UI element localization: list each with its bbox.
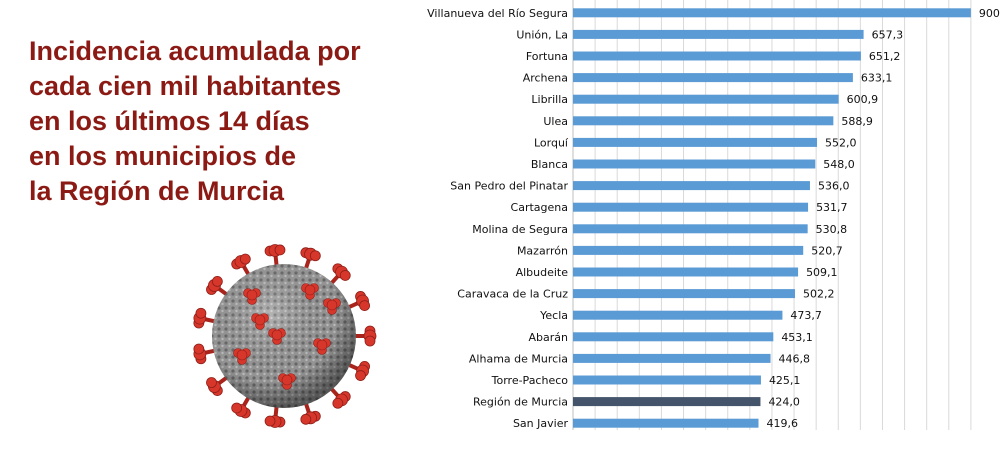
virus-surface-spike bbox=[326, 299, 338, 311]
value-label: 419,6 bbox=[767, 417, 799, 430]
bar bbox=[573, 224, 808, 234]
value-label: 900,0 bbox=[979, 7, 1000, 20]
category-label: San Pedro del Pinatar bbox=[450, 180, 568, 193]
category-label: Torre-Pacheco bbox=[491, 374, 569, 387]
value-label: 425,1 bbox=[769, 374, 801, 387]
labels: Villanueva del Río Segura 900,0 Unión, La 6… bbox=[427, 7, 1000, 430]
category-label: Molina de Segura bbox=[472, 223, 568, 236]
category-label: Villanueva del Río Segura bbox=[427, 7, 568, 20]
bar bbox=[573, 202, 809, 212]
virus-spike-head bbox=[193, 343, 205, 355]
bar bbox=[573, 29, 864, 39]
title-line: en los últimos 14 días bbox=[29, 106, 310, 136]
chart-title: Incidencia acumulada por cada cien mil h… bbox=[29, 34, 389, 209]
value-label: 520,7 bbox=[811, 244, 843, 257]
value-label: 657,3 bbox=[872, 28, 904, 41]
value-label: 509,1 bbox=[806, 266, 838, 279]
value-label: 446,8 bbox=[779, 352, 811, 365]
value-label: 552,0 bbox=[825, 136, 857, 149]
bar bbox=[573, 73, 853, 83]
bar bbox=[573, 159, 816, 169]
virus-spike-head bbox=[211, 276, 223, 287]
category-label: Caravaca de la Cruz bbox=[457, 288, 568, 301]
category-label: Unión, La bbox=[516, 28, 568, 41]
value-label: 651,2 bbox=[869, 50, 901, 63]
virus-spike-head bbox=[239, 253, 251, 265]
category-label: Yecla bbox=[539, 309, 568, 322]
bar bbox=[573, 51, 861, 61]
category-label: Ulea bbox=[543, 115, 568, 128]
virus-spike-head bbox=[206, 377, 217, 388]
value-label: 473,7 bbox=[790, 309, 822, 322]
bars bbox=[573, 8, 971, 428]
value-label: 531,7 bbox=[816, 201, 848, 214]
virus-spike-head bbox=[300, 413, 312, 425]
category-label: Fortuna bbox=[526, 50, 568, 63]
title-line: en los municipios de bbox=[29, 141, 297, 171]
category-label: Región de Murcia bbox=[473, 396, 568, 409]
virus-surface-spike bbox=[246, 289, 258, 301]
category-label: Archena bbox=[523, 72, 568, 85]
bar bbox=[573, 375, 761, 385]
virus-spike-head bbox=[264, 415, 276, 427]
category-label: Abarán bbox=[529, 331, 569, 344]
virus-spike-head bbox=[231, 402, 243, 414]
virus-spike-head bbox=[359, 300, 370, 311]
bar bbox=[573, 137, 818, 147]
title-line: Incidencia acumulada por bbox=[29, 36, 361, 66]
bar bbox=[573, 332, 774, 342]
bar bbox=[573, 94, 839, 104]
bar bbox=[573, 8, 971, 18]
bar bbox=[573, 245, 804, 255]
category-label: Mazarrón bbox=[517, 244, 568, 257]
bar bbox=[573, 397, 761, 407]
category-label: Albudeite bbox=[516, 266, 569, 279]
bar bbox=[573, 418, 759, 428]
bar bbox=[573, 181, 810, 191]
virus-surface-spike bbox=[236, 349, 248, 361]
category-label: Cartagena bbox=[511, 201, 568, 214]
bar bbox=[573, 267, 799, 277]
bar bbox=[573, 353, 771, 363]
virus-spike-head bbox=[364, 335, 376, 347]
value-label: 633,1 bbox=[861, 72, 893, 85]
value-label: 453,1 bbox=[781, 331, 813, 344]
coronavirus-illustration-icon bbox=[193, 244, 377, 428]
virus-surface-spike bbox=[304, 284, 316, 296]
bar bbox=[573, 116, 834, 126]
virus-surface-spike bbox=[281, 374, 293, 386]
virus-surface-spike bbox=[316, 339, 328, 351]
category-label: Librilla bbox=[531, 93, 568, 106]
value-label: 548,0 bbox=[823, 158, 855, 171]
value-label: 536,0 bbox=[818, 180, 850, 193]
virus-spike-head bbox=[332, 397, 344, 409]
value-label: 600,9 bbox=[847, 93, 879, 106]
value-label: 588,9 bbox=[841, 115, 873, 128]
category-label: Alhama de Murcia bbox=[469, 352, 568, 365]
virus-spike-head bbox=[195, 307, 207, 319]
bar bbox=[573, 310, 783, 320]
bar bbox=[573, 289, 796, 299]
category-label: Lorquí bbox=[534, 136, 569, 149]
title-line: cada cien mil habitantes bbox=[29, 71, 342, 101]
virus-surface-spike bbox=[254, 314, 266, 326]
virus-spike-head bbox=[339, 270, 351, 281]
virus-surface-spike bbox=[271, 329, 283, 341]
title-line: la Región de Murcia bbox=[29, 176, 285, 206]
value-label: 530,8 bbox=[816, 223, 848, 236]
grid bbox=[572, 0, 972, 430]
value-label: 502,2 bbox=[803, 288, 835, 301]
virus-spike-head bbox=[274, 244, 286, 256]
value-label: 424,0 bbox=[768, 396, 800, 409]
category-label: San Javier bbox=[513, 417, 569, 430]
category-label: Blanca bbox=[531, 158, 568, 171]
virus-spike-head bbox=[309, 250, 321, 262]
virus-spike-head bbox=[355, 370, 366, 381]
